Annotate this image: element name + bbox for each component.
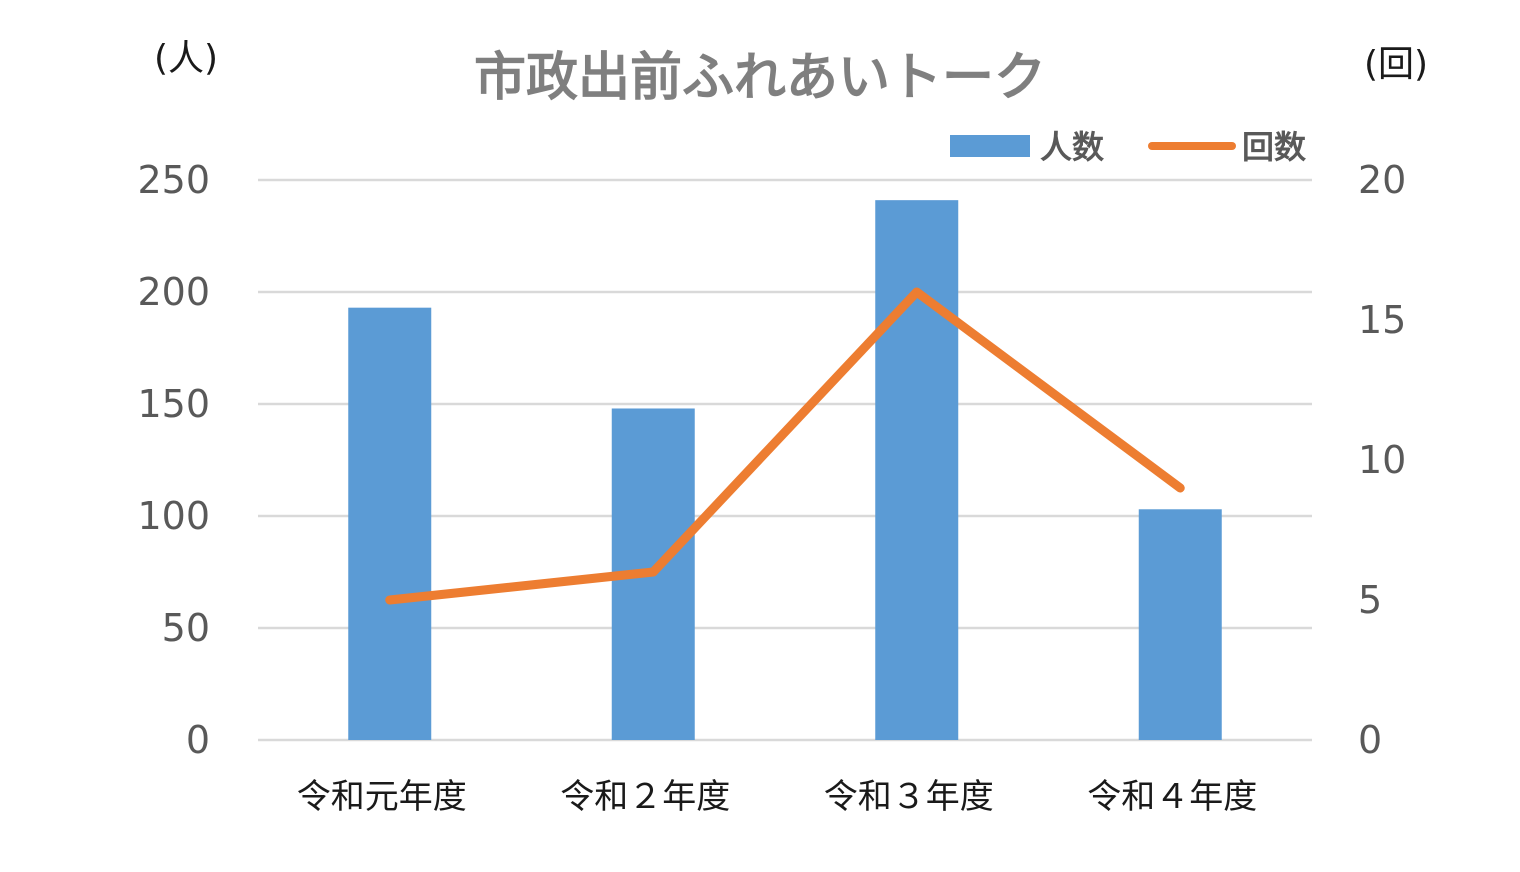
bar-people [875, 200, 959, 740]
bar-people [348, 307, 432, 740]
left-tick-label: 150 [137, 382, 210, 426]
legend-swatch-people [950, 135, 1030, 157]
left-tick-label: 100 [137, 494, 210, 538]
bar-people [1138, 509, 1222, 740]
left-tick-label: 250 [137, 158, 210, 202]
left-axis-ticks: 0 50 100 150 200 250 [137, 158, 210, 762]
right-tick-label: 5 [1358, 578, 1382, 622]
right-tick-label: 15 [1358, 298, 1406, 342]
category-axis-labels: 令和元年度 令和２年度 令和３年度 令和４年度 [297, 777, 1258, 817]
line-point-count [388, 599, 391, 601]
legend: 人数 回数 [950, 128, 1307, 166]
category-label: 令和元年度 [297, 777, 467, 817]
left-tick-label: 0 [186, 718, 210, 762]
right-axis-unit: (回) [1364, 44, 1428, 85]
line-point-count [652, 571, 655, 573]
line-series [385, 287, 1185, 605]
category-label: 令和２年度 [560, 777, 730, 817]
chart-title: 市政出前ふれあいトーク [474, 48, 1046, 108]
right-tick-label: 20 [1358, 158, 1406, 202]
bar-series [348, 200, 1222, 740]
line-count [385, 287, 1185, 605]
category-label: 令和３年度 [824, 777, 994, 817]
left-tick-label: 200 [137, 270, 210, 314]
right-axis-ticks: 0 5 10 15 20 [1358, 158, 1406, 762]
legend-label-people: 人数 [1040, 128, 1105, 166]
left-axis-unit: (人) [154, 38, 218, 79]
right-tick-label: 10 [1358, 438, 1406, 482]
category-label: 令和４年度 [1087, 777, 1257, 817]
line-point-count [915, 291, 918, 293]
gridlines [258, 178, 1312, 742]
right-tick-label: 0 [1358, 718, 1382, 762]
line-point-count [1179, 487, 1182, 489]
legend-label-count: 回数 [1242, 128, 1307, 166]
left-tick-label: 50 [162, 606, 210, 650]
